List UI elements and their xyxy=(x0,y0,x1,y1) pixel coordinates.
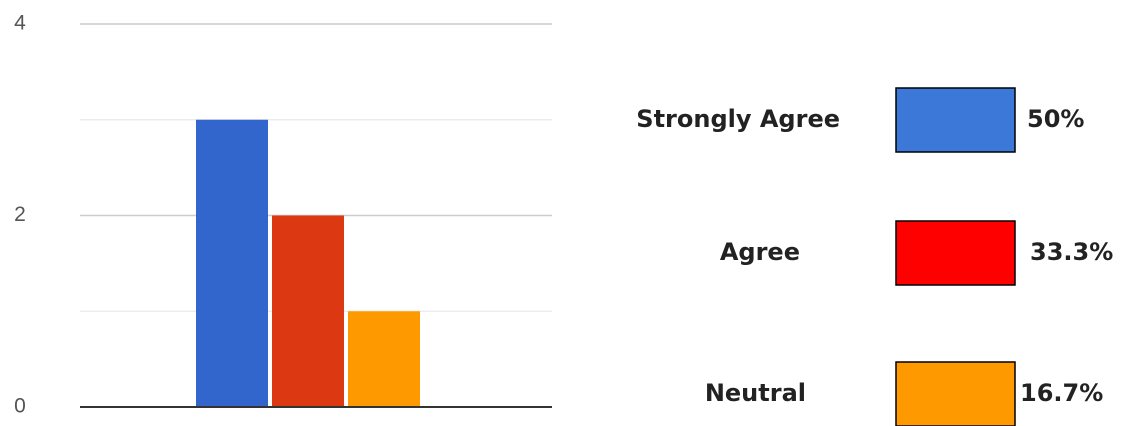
legend-swatch xyxy=(895,220,1016,286)
y-tick-label: 2 xyxy=(14,203,26,226)
bar xyxy=(348,311,420,407)
legend-label: Neutral xyxy=(705,379,806,407)
legend-swatch xyxy=(895,87,1016,153)
share-label: 16.7% xyxy=(1020,379,1103,407)
bar xyxy=(272,215,344,407)
legend-swatch xyxy=(895,361,1016,426)
share-label: 33.3% xyxy=(1030,238,1113,266)
legend-label: Agree xyxy=(720,238,800,266)
bar xyxy=(196,119,268,407)
y-tick-label: 4 xyxy=(14,12,26,35)
share-label: 50% xyxy=(1027,105,1084,133)
y-tick-label: 0 xyxy=(14,395,26,418)
legend-label: Strongly Agree xyxy=(636,105,840,133)
